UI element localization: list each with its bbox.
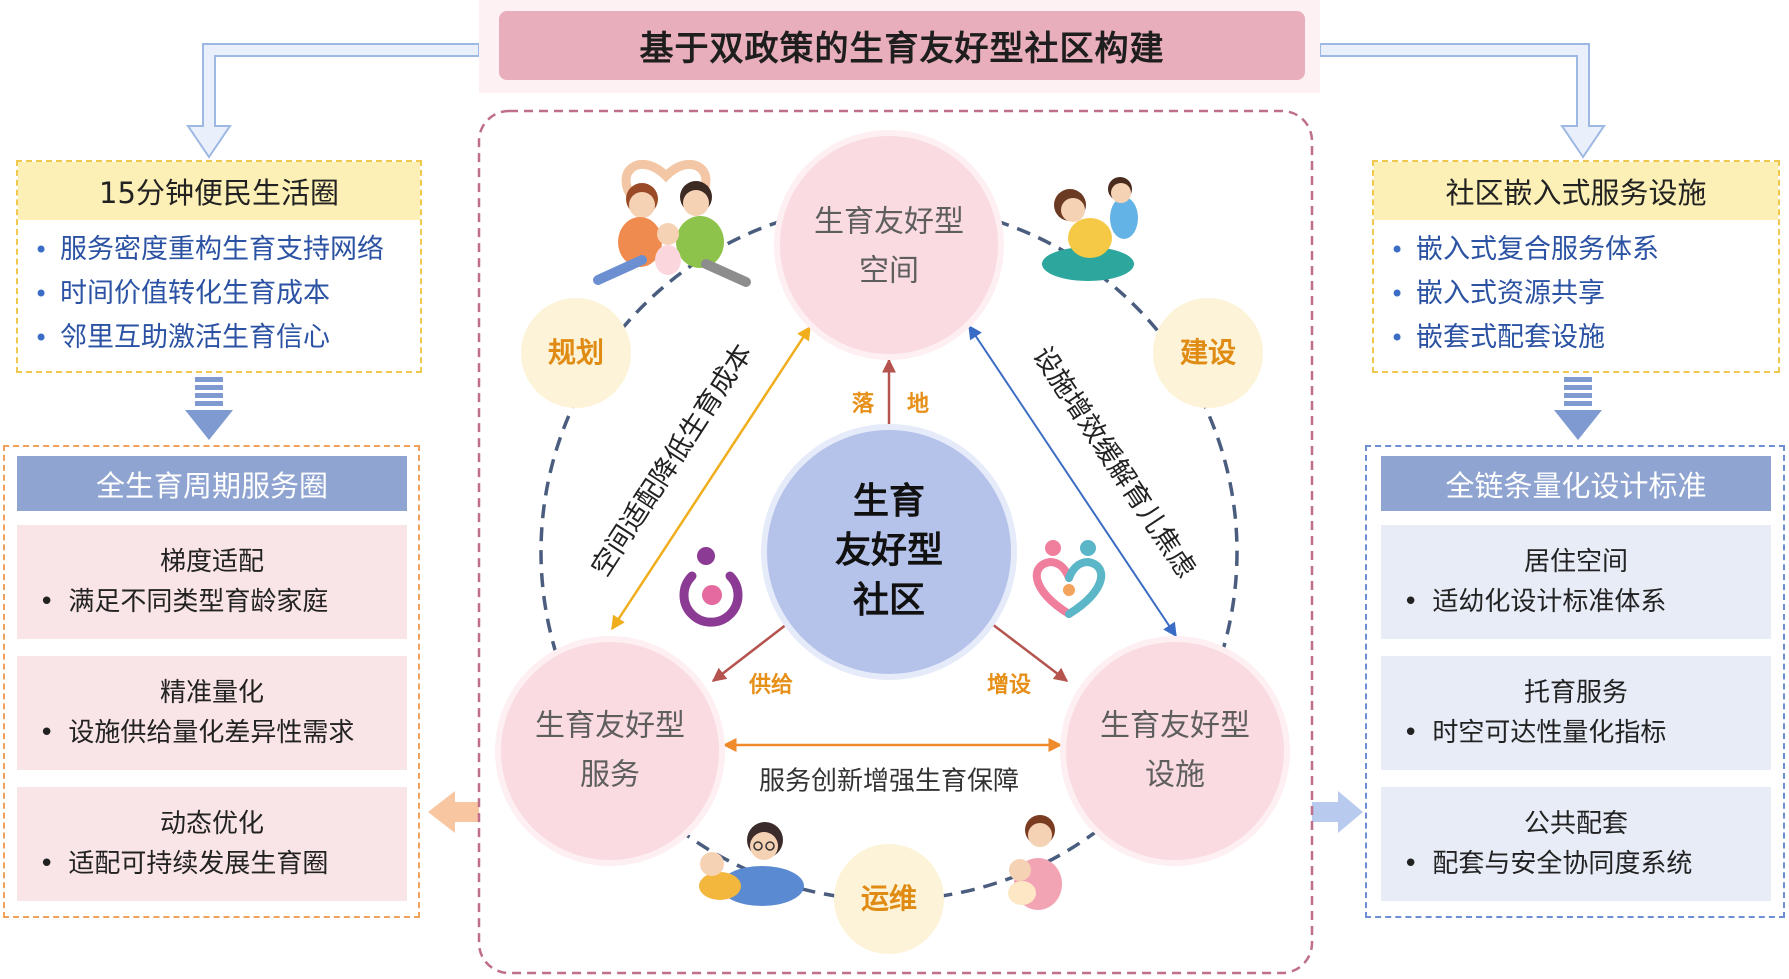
label-land-2: 地 (907, 392, 929, 417)
card-item: 时空可达性量化指标 (1381, 718, 1771, 748)
list-item: 嵌入式复合服务体系 (1374, 228, 1778, 272)
embedded-facility-list: 嵌入式复合服务体系 嵌入式资源共享 嵌套式配套设施 (1374, 220, 1778, 360)
node-facility: 生育友好型 设施 (1060, 636, 1290, 866)
arrow-title-to-right (1319, 43, 1606, 159)
list-item: 嵌入式资源共享 (1374, 272, 1778, 316)
stage-build: 建设 (1153, 298, 1263, 408)
design-standard-header: 全链条量化设计标准 (1381, 456, 1771, 511)
cycle-card-gradient: 梯度适配 满足不同类型育龄家庭 (17, 525, 407, 639)
card-item: 设施供给量化差异性需求 (17, 718, 407, 748)
heart-family-icon (1032, 540, 1106, 618)
stage-plan: 规划 (521, 298, 631, 408)
node-core-line3: 社区 (853, 580, 925, 621)
label-land-1: 落 (852, 392, 875, 417)
node-service-line2: 服务 (580, 758, 640, 793)
center-frame (477, 109, 1314, 975)
embedded-facility-box: 社区嵌入式服务设施 嵌入式复合服务体系 嵌入式资源共享 嵌套式配套设施 (1372, 160, 1780, 373)
arrow-core-to-service (711, 623, 788, 682)
arrow-space-service (610, 325, 812, 631)
arrow-title-to-left (186, 43, 480, 159)
mother-baby-lap-illustration (1042, 177, 1138, 281)
embedded-facility-header: 社区嵌入式服务设施 (1374, 162, 1778, 220)
arrow-down-right (1554, 377, 1602, 440)
label-add: 增设 (987, 672, 1031, 698)
arrow-space-facility (968, 324, 1177, 638)
card-title: 公共配套 (1523, 809, 1628, 839)
node-space: 生育友好型 空间 (774, 130, 1004, 360)
page-title: 基于双政策的生育友好型社区构建 (499, 11, 1305, 80)
arrow-center-to-left (428, 791, 479, 833)
node-core-line2: 友好型 (835, 530, 943, 571)
card-item: 适配可持续发展生育圈 (17, 849, 407, 879)
node-core: 生育 友好型 社区 (761, 424, 1017, 680)
list-item: 邻里互助激活生育信心 (18, 316, 420, 360)
cycle-service-header: 全生育周期服务圈 (17, 456, 407, 511)
card-title: 精准量化 (159, 678, 264, 708)
standard-card-public: 公共配套 配套与安全协同度系统 (1381, 787, 1771, 901)
card-item: 适幼化设计标准体系 (1381, 587, 1771, 617)
mother-baby-icon (679, 547, 743, 627)
node-space-line1: 生育友好型 (814, 205, 964, 240)
list-item: 时间价值转化生育成本 (18, 272, 420, 316)
label-supply: 供给 (748, 672, 793, 698)
card-title: 动态优化 (159, 809, 264, 839)
design-standard-box: 全链条量化设计标准 居住空间 适幼化设计标准体系 托育服务 时空可达性量化指标 … (1365, 445, 1785, 918)
label-service-facility: 服务创新增强生育保障 (759, 767, 1019, 797)
living-circle-header: 15分钟便民生活圈 (18, 162, 420, 220)
arrow-down-left (185, 377, 233, 440)
mother-holding-baby-illustration (1008, 815, 1062, 910)
standard-card-living: 居住空间 适幼化设计标准体系 (1381, 525, 1771, 639)
living-circle-box: 15分钟便民生活圈 服务密度重构生育支持网络 时间价值转化生育成本 邻里互助激活… (16, 160, 422, 373)
node-facility-line1: 生育友好型 (1100, 709, 1250, 744)
card-title: 居住空间 (1523, 547, 1628, 577)
cycle-card-quantify: 精准量化 设施供给量化差异性需求 (17, 656, 407, 770)
card-title: 梯度适配 (159, 547, 264, 577)
card-title: 托育服务 (1523, 678, 1628, 708)
node-space-line2: 空间 (859, 254, 919, 289)
stage-operate-label: 运维 (861, 882, 917, 915)
list-item: 服务密度重构生育支持网络 (18, 228, 420, 272)
cycle-card-optimize: 动态优化 适配可持续发展生育圈 (17, 787, 407, 901)
list-item: 嵌套式配套设施 (1374, 316, 1778, 360)
cycle-service-box: 全生育周期服务圈 梯度适配 满足不同类型育龄家庭 精准量化 设施供给量化差异性需… (3, 445, 420, 918)
card-item: 满足不同类型育龄家庭 (17, 587, 407, 617)
card-item: 配套与安全协同度系统 (1381, 849, 1771, 879)
stage-operate: 运维 (834, 844, 944, 954)
node-facility-line2: 设施 (1145, 758, 1205, 793)
node-core-line1: 生育 (853, 481, 925, 522)
node-service: 生育友好型 服务 (495, 636, 725, 866)
stage-plan-label: 规划 (548, 336, 604, 369)
stage-build-label: 建设 (1180, 336, 1236, 369)
living-circle-list: 服务密度重构生育支持网络 时间价值转化生育成本 邻里互助激活生育信心 (18, 220, 420, 360)
parent-glasses-baby-illustration (699, 822, 804, 906)
standard-card-childcare: 托育服务 时空可达性量化指标 (1381, 656, 1771, 770)
arrow-center-to-right (1312, 791, 1363, 833)
node-service-line1: 生育友好型 (535, 709, 685, 744)
family-heart-illustration (593, 160, 751, 287)
